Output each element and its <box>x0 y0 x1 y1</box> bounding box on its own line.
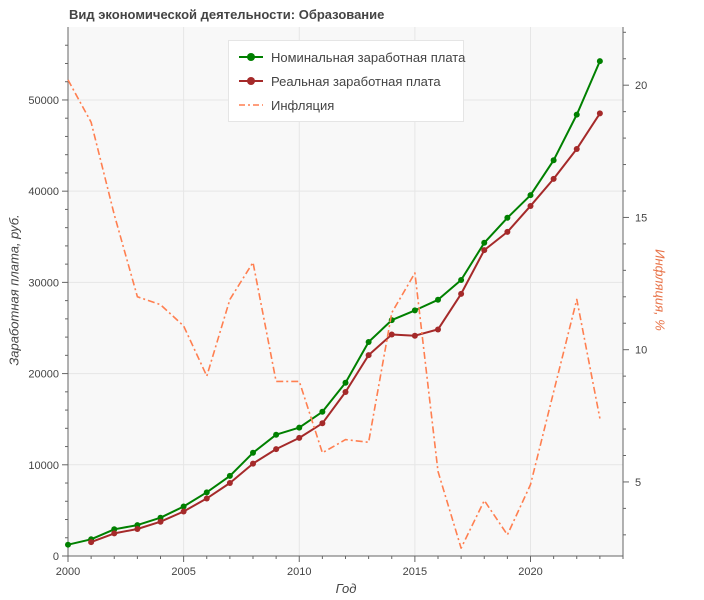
data-point-0 <box>226 472 233 479</box>
legend-label-inflation: Инфляция <box>271 97 335 113</box>
y-tick-label: 50000 <box>28 95 59 107</box>
data-point-1 <box>435 326 441 333</box>
data-point-0 <box>573 111 580 118</box>
chart-title: Вид экономической деятельности: Образова… <box>69 7 385 22</box>
data-point-1 <box>180 508 187 515</box>
data-point-1 <box>273 446 280 453</box>
data-point-0 <box>203 489 210 496</box>
series-line-2 <box>67 79 601 549</box>
y-tick-label: 40000 <box>28 186 59 198</box>
data-point-0 <box>411 307 418 314</box>
y-tick-label: 0 <box>53 551 59 563</box>
data-point-1 <box>411 332 418 339</box>
data-point-0 <box>504 214 511 221</box>
data-point-1 <box>527 202 534 209</box>
data-point-0 <box>527 192 534 199</box>
data-point-1 <box>481 247 488 254</box>
data-point-0 <box>319 408 326 415</box>
data-point-1 <box>250 460 256 467</box>
data-point-0 <box>596 58 603 65</box>
data-point-1 <box>157 518 164 525</box>
x-tick-label: 2005 <box>171 566 195 578</box>
y2-tick-label: 5 <box>635 477 641 489</box>
y-tick-label: 30000 <box>28 277 59 289</box>
data-point-1 <box>573 145 580 152</box>
data-point-0 <box>458 277 465 284</box>
y2-tick-label: 20 <box>635 80 647 92</box>
y2-axis-label: Инфляция, % <box>652 249 668 331</box>
data-point-0 <box>273 431 280 438</box>
x-axis-label: Год <box>335 581 357 596</box>
data-point-0 <box>435 296 441 303</box>
data-point-0 <box>296 424 303 431</box>
data-point-1 <box>319 420 326 427</box>
data-point-0 <box>550 157 557 164</box>
y2-tick-label: 10 <box>635 345 647 357</box>
x-tick-label: 2000 <box>56 566 80 578</box>
legend-item-nominal[interactable]: Номинальная заработная плата <box>239 47 465 67</box>
data-point-0 <box>388 317 395 324</box>
data-point-1 <box>134 526 141 533</box>
y-axis-label: Заработная плата, руб. <box>6 214 22 366</box>
legend: Номинальная заработная плата Реальная за… <box>228 40 465 122</box>
legend-item-real[interactable]: Реальная заработная плата <box>239 71 441 91</box>
legend-label-real: Реальная заработная плата <box>271 73 441 89</box>
data-point-1 <box>226 480 233 487</box>
y-tick-label: 10000 <box>28 460 59 472</box>
data-point-0 <box>250 449 256 456</box>
data-point-0 <box>180 503 187 510</box>
data-point-0 <box>65 541 71 548</box>
y-tick-label: 20000 <box>28 369 59 381</box>
legend-item-inflation[interactable]: Инфляция <box>239 95 334 115</box>
data-point-1 <box>504 228 511 235</box>
data-point-1 <box>296 434 303 441</box>
legend-swatch-nominal <box>239 53 263 61</box>
x-tick-label: 2015 <box>403 566 427 578</box>
data-point-1 <box>342 389 349 396</box>
legend-swatch-real <box>239 77 263 85</box>
data-point-1 <box>388 331 395 338</box>
data-point-0 <box>342 379 349 386</box>
legend-label-nominal: Номинальная заработная плата <box>271 49 466 65</box>
y2-tick-label: 15 <box>635 212 647 224</box>
data-point-1 <box>458 290 465 297</box>
data-point-1 <box>111 530 118 537</box>
series-line-0 <box>67 60 601 546</box>
data-point-1 <box>88 539 95 546</box>
data-point-1 <box>203 495 210 502</box>
data-point-0 <box>481 239 488 246</box>
data-point-1 <box>596 110 603 117</box>
data-point-0 <box>111 526 118 533</box>
x-tick-label: 2010 <box>287 566 311 578</box>
legend-swatch-inflation <box>239 104 263 106</box>
data-point-1 <box>550 175 557 182</box>
data-point-1 <box>365 352 372 359</box>
x-tick-label: 2020 <box>518 566 542 578</box>
data-point-0 <box>365 339 372 346</box>
